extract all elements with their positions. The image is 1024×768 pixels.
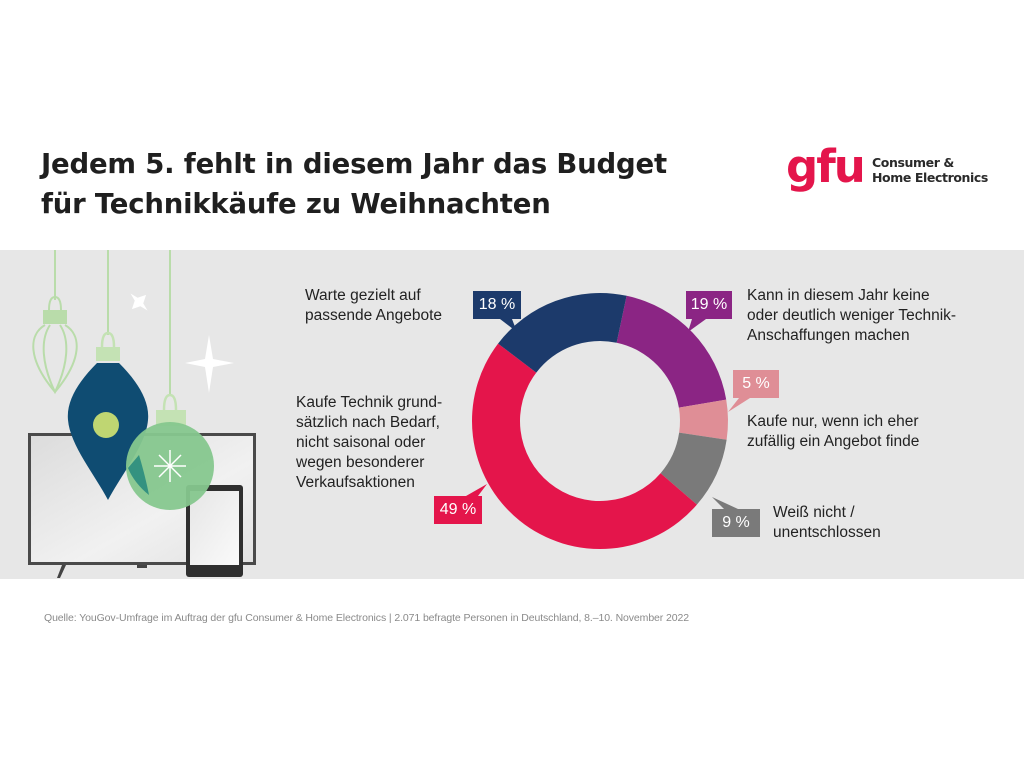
source-note: Quelle: YouGov-Umfrage im Auftrag der gf… [44, 612, 689, 624]
donut-slice-red [471, 343, 697, 550]
label-line: Kaufe nur, wenn ich eher [747, 413, 919, 430]
callout-gray: 9 % [722, 514, 750, 531]
callout-box-navy [473, 291, 521, 332]
label-line: unentschlossen [773, 524, 881, 541]
donut-slice-navy [498, 293, 627, 373]
logo-text-line-2: Home Electronics [872, 170, 988, 185]
label-line: sätzlich nach Bedarf, [296, 414, 440, 431]
label-line: Warte gezielt auf [305, 287, 421, 304]
donut-slice-purple [616, 295, 727, 408]
label-purple: Kann in diesem Jahr keine oder deutlich … [747, 286, 956, 346]
title-line-1: Jedem 5. fehlt in diesem Jahr das Budget [41, 148, 667, 180]
label-line: wegen besonderer [296, 454, 425, 471]
outline-ornament-icon [32, 295, 78, 395]
callout-pink: 5 % [742, 375, 770, 392]
label-line: passende Angebote [305, 307, 443, 324]
label-line: zufällig ein Angebot finde [747, 433, 920, 450]
callout-red: 49 % [439, 501, 477, 518]
green-ornament-icon [126, 393, 214, 510]
callout-box-purple [686, 291, 732, 332]
title-line-2: für Technikkäufe zu Weihnachten [41, 188, 551, 220]
sparkle-icon [130, 293, 234, 393]
callout-box-gray [712, 497, 760, 537]
label-line: Anschaffungen machen [747, 327, 910, 344]
callout-navy: 18 % [478, 296, 516, 313]
label-line: Kann in diesem Jahr keine [747, 287, 930, 304]
page-title: Jedem 5. fehlt in diesem Jahr das Budget… [41, 144, 667, 224]
label-pink: Kaufe nur, wenn ich eher zufällig ein An… [747, 412, 919, 452]
donut-slice-pink [678, 399, 728, 440]
logo-mark: gfu [786, 140, 866, 193]
christmas-illustration [28, 250, 256, 578]
label-line: Weiß nicht / [773, 504, 855, 521]
label-red: Kaufe Technik grund- sätzlich nach Bedar… [296, 393, 442, 493]
callout-purple: 19 % [690, 296, 728, 313]
donut-slice-gray [660, 432, 727, 505]
label-navy: Warte gezielt auf passende Angebote [305, 286, 442, 326]
logo-text-line-1: Consumer & [872, 155, 954, 170]
label-line: nicht saisonal oder [296, 434, 426, 451]
label-line: oder deutlich weniger Technik- [747, 307, 957, 324]
label-line: Verkaufsaktionen [296, 474, 415, 491]
tablet-icon [186, 485, 243, 577]
logo-text: Consumer & Home Electronics [872, 155, 992, 185]
label-line: Kaufe Technik grund- [296, 394, 443, 411]
label-gray: Weiß nicht / unentschlossen [773, 503, 881, 543]
callout-box-red [434, 484, 487, 524]
callout-box-pink [728, 370, 779, 412]
